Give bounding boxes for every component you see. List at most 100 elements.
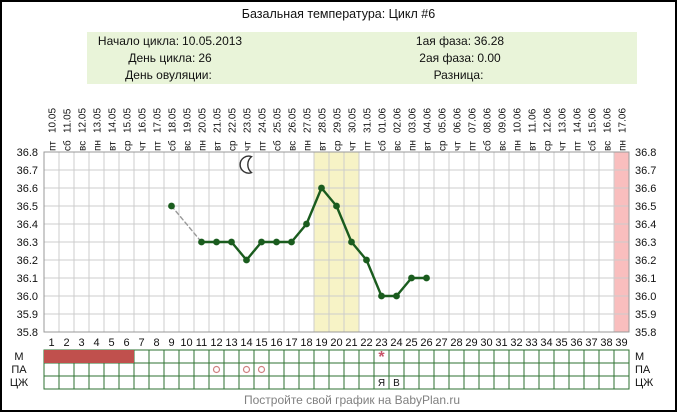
table-cell — [523, 349, 540, 364]
table-cell — [133, 375, 150, 390]
y-axis-label-right: 35.8 — [635, 327, 656, 339]
weekday-label: сб — [482, 140, 494, 151]
table-cell — [478, 362, 495, 377]
weekday-label: вт — [423, 141, 434, 151]
table-cell — [538, 362, 555, 377]
date-label: 31.05 — [363, 108, 374, 133]
table-cell — [268, 375, 285, 390]
table-cell — [223, 375, 240, 390]
pa-circle-mark — [257, 365, 266, 374]
table-cell — [43, 362, 60, 377]
table-cell — [88, 362, 105, 377]
temp-point — [168, 202, 175, 210]
temp-point — [198, 238, 205, 246]
cycle-day-label: День цикла: — [128, 51, 196, 65]
table-cell — [478, 349, 495, 364]
weekday-label: вс — [183, 141, 194, 151]
table-cell — [418, 349, 435, 364]
table-cell — [193, 349, 210, 364]
table-cell — [283, 375, 300, 390]
cycle-day-line: День цикла: 26 — [87, 50, 253, 67]
weekday-label: пн — [93, 140, 104, 151]
date-label: 19.05 — [183, 108, 194, 133]
table-cell — [148, 375, 165, 390]
date-label: 02.06 — [393, 108, 404, 133]
cj-letter: Я — [378, 378, 385, 389]
date-label: 21.05 — [213, 108, 224, 133]
weekday-label: ср — [123, 140, 134, 151]
day-number: 3 — [78, 337, 84, 349]
temp-point — [288, 238, 295, 246]
day-number: 28 — [450, 337, 462, 349]
date-label: 24.05 — [258, 108, 269, 133]
table-cell — [613, 375, 630, 390]
table-cell — [208, 362, 225, 377]
day-number: 34 — [540, 337, 552, 349]
table-cell — [493, 362, 510, 377]
date-label: 16.06 — [603, 108, 614, 133]
weekday-label: вс — [288, 141, 299, 151]
date-label: 15.06 — [588, 108, 599, 133]
date-label: 26.05 — [288, 108, 299, 133]
table-cell — [238, 375, 255, 390]
weekday-label: чт — [243, 141, 254, 151]
day-number: 5 — [108, 337, 114, 349]
phase1-value: 36.28 — [474, 34, 505, 48]
y-axis-label-right: 36.3 — [635, 237, 656, 249]
weekday-label: сб — [587, 140, 599, 151]
y-axis-label-left: 36.0 — [17, 291, 38, 303]
weekday-label: вт — [318, 141, 329, 151]
table-cell — [103, 375, 120, 390]
y-axis-label-left: 35.9 — [17, 309, 38, 321]
date-label: 03.06 — [408, 108, 419, 133]
bbt-chart: 35.8 35.8 35.9 35.9 36.0 36.0 36.1 36.1 36.2 36.2… — [10, 108, 656, 390]
cycle-start-label: Начало цикла: — [97, 34, 180, 48]
table-cell — [463, 375, 480, 390]
table-cell — [613, 362, 630, 377]
weekday-label: вт — [213, 141, 224, 151]
ovulation-day-label: День овуляции: — [125, 68, 212, 82]
day-number: 6 — [123, 337, 129, 349]
table-cell — [253, 375, 270, 390]
date-label: 22.05 — [228, 108, 239, 133]
day-number: 37 — [585, 337, 597, 349]
difference-label: Разница: — [433, 68, 484, 82]
table-cell — [328, 375, 345, 390]
table-cell — [613, 349, 630, 364]
weekday-label: сб — [167, 140, 179, 151]
weekday-label: чт — [558, 141, 569, 151]
weekday-label: вс — [498, 141, 509, 151]
cj-letter: В — [393, 378, 400, 389]
table-cell — [178, 375, 195, 390]
weekday-label: вс — [603, 141, 614, 151]
weekday-label: пт — [468, 141, 479, 151]
pa-circle-mark — [212, 365, 221, 374]
y-axis-label-right: 36.1 — [635, 273, 656, 285]
table-cell — [433, 375, 450, 390]
table-cell — [508, 362, 525, 377]
weekday-label: чт — [453, 141, 464, 151]
weekday-label: сб — [377, 140, 389, 151]
table-cell — [58, 375, 75, 390]
table-cell — [328, 362, 345, 377]
temp-line-segment — [365, 258, 383, 298]
table-cell — [253, 362, 270, 377]
day-number: 17 — [285, 337, 297, 349]
date-label: 18.05 — [168, 108, 179, 133]
day-number: 22 — [360, 337, 372, 349]
weekday-label: сб — [62, 140, 74, 151]
table-cell — [178, 349, 195, 364]
table-cell — [598, 349, 615, 364]
date-label: 10.05 — [48, 108, 59, 133]
table-cell — [358, 362, 375, 377]
date-label: 12.05 — [78, 108, 89, 133]
weekday-label: пт — [363, 141, 374, 151]
date-label: 25.05 — [273, 108, 284, 133]
temp-point — [273, 238, 280, 246]
cycle-start-line: Начало цикла: 10.05.2013 — [87, 33, 253, 50]
weekday-label: пт — [258, 141, 269, 151]
y-axis-label-left: 36.8 — [17, 147, 38, 159]
cycle-info-left: Начало цикла: 10.05.2013 День цикла: 26 Де… — [87, 33, 253, 84]
table-cell — [433, 349, 450, 364]
